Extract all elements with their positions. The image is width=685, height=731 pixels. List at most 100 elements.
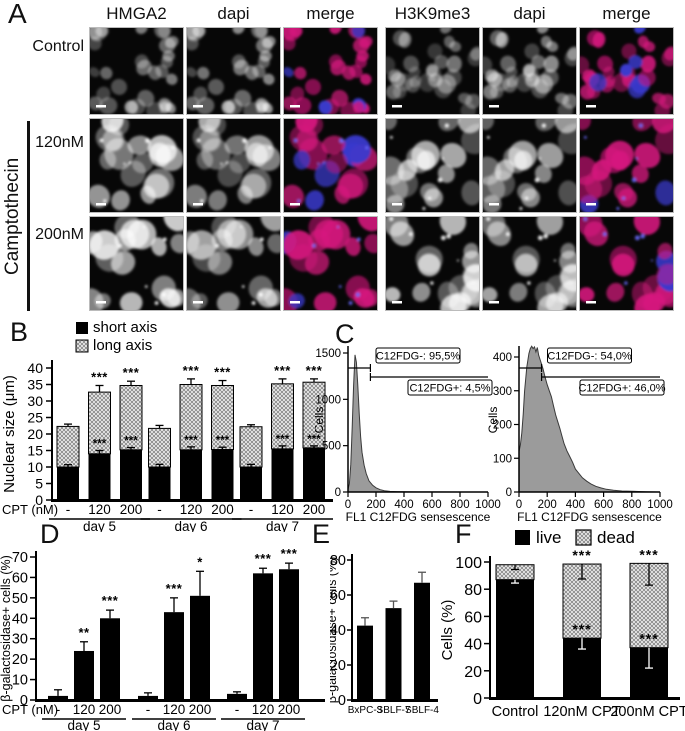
svg-text:800: 800 [622, 499, 641, 511]
svg-text:40: 40 [464, 637, 482, 654]
svg-text:80: 80 [464, 582, 482, 599]
micrograph-120nm-dapi2 [482, 118, 577, 213]
svg-text:-: - [146, 702, 151, 717]
svg-text:day 5: day 5 [83, 519, 116, 532]
micrograph-120nm-hmga2 [89, 118, 184, 213]
svg-text:***: *** [274, 363, 291, 378]
svg-text:600: 600 [594, 499, 613, 511]
row-label-control: Control [32, 38, 84, 55]
svg-text:SBLF-4: SBLF-4 [405, 705, 439, 716]
svg-text:***: *** [184, 435, 198, 447]
svg-text:200: 200 [538, 499, 557, 511]
svg-text:40: 40 [330, 623, 346, 639]
micrograph-control-h3k9me3 [385, 27, 480, 115]
svg-text:dead: dead [597, 528, 635, 547]
svg-text:0: 0 [35, 492, 43, 508]
svg-text:60: 60 [12, 570, 28, 586]
column-header-dapi-1: dapi [217, 4, 250, 23]
svg-text:day 6: day 6 [157, 718, 190, 731]
micrograph-200nm-dapi2 [482, 216, 577, 311]
svg-text:400: 400 [394, 499, 413, 511]
svg-text:Cells: Cells [486, 407, 500, 434]
micrograph-control-hmga2 [89, 27, 184, 115]
svg-text:120: 120 [163, 702, 186, 717]
svg-text:120: 120 [180, 502, 203, 517]
panel-c-chart: 0 500 1000 1500 0 200 400 600 800 1000 FL1 C12FDG … [312, 318, 685, 535]
svg-text:30: 30 [27, 393, 43, 409]
svg-text:C12FDG-: 54,0%: C12FDG-: 54,0% [547, 351, 632, 363]
svg-text:40: 40 [27, 360, 43, 376]
svg-text:120: 120 [252, 702, 275, 717]
svg-text:1000: 1000 [475, 499, 501, 511]
svg-text:***: *** [183, 363, 200, 378]
svg-text:β-galactosidase+ cells (%): β-galactosidase+ cells (%) [330, 557, 339, 703]
svg-text:0: 0 [516, 499, 522, 511]
svg-text:***: *** [91, 369, 108, 384]
svg-text:120: 120 [271, 502, 294, 517]
svg-text:day 5: day 5 [67, 718, 100, 731]
svg-text:β-galactosidase+ cells (%): β-galactosidase+ cells (%) [0, 555, 13, 701]
svg-text:Nuclear size (μm): Nuclear size (μm) [1, 375, 18, 493]
svg-text:20: 20 [330, 658, 346, 674]
micrograph-200nm-h3k9me3 [385, 216, 480, 311]
micrograph-control-merge2 [579, 27, 674, 115]
svg-text:Control: Control [492, 704, 539, 720]
panel-a-label: A [8, 0, 27, 29]
svg-text:***: *** [307, 434, 321, 446]
panel-f-label: F [455, 519, 472, 549]
svg-text:200: 200 [99, 702, 122, 717]
svg-text:-: - [235, 702, 240, 717]
svg-text:short axis: short axis [93, 319, 157, 336]
svg-text:70: 70 [12, 550, 28, 566]
row-label-120nm: 120nM [35, 134, 84, 151]
svg-text:10: 10 [27, 459, 43, 475]
micrograph-120nm-merge1 [283, 118, 378, 213]
svg-text:-: - [56, 702, 61, 717]
svg-text:200: 200 [278, 702, 301, 717]
svg-text:200: 200 [120, 502, 143, 517]
svg-text:1500: 1500 [315, 348, 341, 360]
micrograph-120nm-dapi1 [186, 118, 281, 213]
column-header-h3k9me3: H3K9me3 [394, 4, 471, 23]
svg-text:0: 0 [506, 487, 512, 499]
svg-text:C12FDG-: 95,5%: C12FDG-: 95,5% [376, 351, 461, 363]
svg-text:0: 0 [335, 487, 341, 499]
svg-text:40: 40 [12, 611, 28, 627]
micrograph-control-dapi2 [482, 27, 577, 115]
svg-text:120nM CPT: 120nM CPT [543, 704, 621, 720]
svg-text:BxPC-3: BxPC-3 [348, 705, 383, 716]
svg-text:10: 10 [12, 673, 28, 689]
row-label-200nm: 200nM [35, 226, 84, 243]
svg-text:*: * [197, 554, 203, 569]
svg-text:-: - [66, 502, 71, 517]
panel-e-label: E [312, 519, 331, 549]
svg-text:200: 200 [493, 420, 512, 432]
micrograph-200nm-hmga2 [89, 216, 184, 311]
svg-text:0: 0 [473, 691, 482, 708]
svg-text:30: 30 [12, 632, 28, 648]
svg-text:***: *** [639, 631, 658, 647]
svg-text:CPT (nM): CPT (nM) [2, 502, 58, 517]
svg-text:60: 60 [330, 588, 346, 604]
camptothecin-bracket-line [27, 121, 30, 311]
svg-text:35: 35 [27, 377, 43, 393]
svg-text:200: 200 [189, 702, 212, 717]
svg-text:100: 100 [455, 555, 482, 572]
svg-text:-: - [157, 502, 162, 517]
svg-text:20: 20 [27, 426, 43, 442]
panel-b-label: B [10, 317, 29, 347]
svg-text:day 7: day 7 [266, 519, 299, 532]
svg-text:400: 400 [566, 499, 585, 511]
micrograph-200nm-merge2 [579, 216, 674, 311]
svg-text:25: 25 [27, 410, 43, 426]
svg-text:Cells (%): Cells (%) [440, 600, 456, 661]
svg-text:0: 0 [20, 693, 28, 709]
svg-text:live: live [536, 528, 562, 547]
column-header-dapi-2: dapi [513, 4, 546, 23]
svg-text:300: 300 [493, 386, 512, 398]
svg-text:120: 120 [88, 502, 111, 517]
svg-text:***: *** [93, 439, 107, 451]
svg-text:20: 20 [464, 664, 482, 681]
svg-text:***: *** [124, 436, 138, 448]
